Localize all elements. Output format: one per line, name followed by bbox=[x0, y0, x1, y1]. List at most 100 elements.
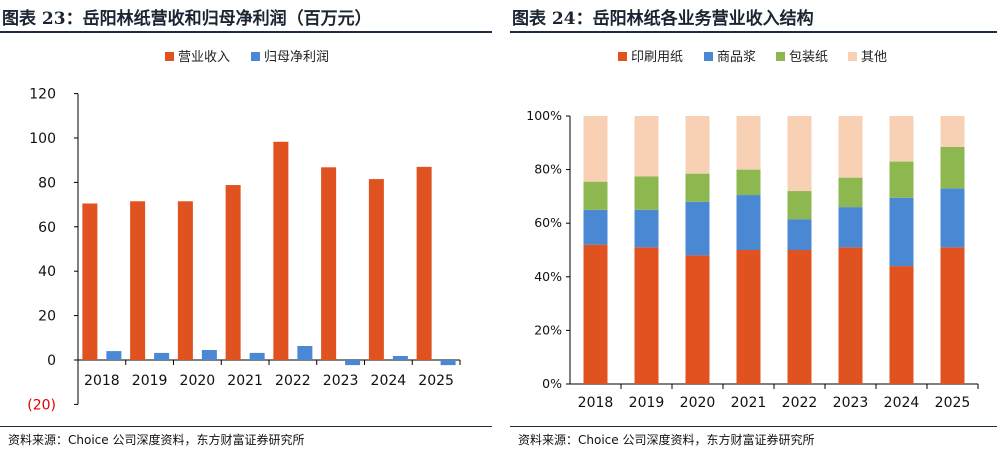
y-tick-label: 120 bbox=[29, 87, 56, 103]
stacked-segment-其他 bbox=[838, 116, 863, 178]
source-rule bbox=[0, 426, 492, 427]
stacked-segment-印刷用纸 bbox=[736, 250, 761, 384]
stacked-segment-印刷用纸 bbox=[583, 244, 608, 384]
legend-label: 商品浆 bbox=[717, 50, 756, 65]
x-tick-label: 2025 bbox=[418, 373, 454, 389]
y-tick-label: 100% bbox=[526, 108, 562, 123]
x-tick-label: 2022 bbox=[782, 395, 818, 411]
legend-label: 印刷用纸 bbox=[631, 50, 683, 65]
x-tick-label: 2019 bbox=[629, 395, 665, 411]
x-tick-label: 2023 bbox=[323, 373, 359, 389]
stacked-segment-包装纸 bbox=[685, 173, 710, 202]
stacked-segment-包装纸 bbox=[787, 191, 812, 220]
stacked-segment-包装纸 bbox=[940, 146, 965, 189]
y-tick-label: 20 bbox=[38, 309, 56, 325]
legend-swatch bbox=[776, 52, 785, 61]
x-tick-label: 2021 bbox=[731, 395, 767, 411]
revenue-bar bbox=[416, 166, 432, 360]
revenue-bar bbox=[82, 203, 98, 360]
stacked-segment-商品浆 bbox=[685, 201, 710, 256]
net-profit-bar bbox=[249, 352, 265, 360]
net-profit-bar bbox=[106, 351, 122, 360]
revenue-profit-chart: 营业收入 归母净利润 (20) 0 20 40 60 80 100 120 2018 2019 2020… bbox=[27, 50, 461, 413]
legend-label: 包装纸 bbox=[789, 50, 828, 65]
figure-title: 图表 24：岳阳林纸各业务营业收入结构 bbox=[512, 9, 814, 29]
x-tick-label: 2021 bbox=[227, 373, 263, 389]
y-tick-label: 100 bbox=[29, 131, 56, 147]
net-profit-bar bbox=[440, 360, 456, 366]
x-tick-label: 2018 bbox=[578, 395, 614, 411]
title-rule bbox=[0, 31, 492, 33]
x-tick-label: 2020 bbox=[680, 395, 716, 411]
stacked-segment-其他 bbox=[634, 116, 659, 177]
stacked-segment-商品浆 bbox=[889, 197, 914, 267]
y-tick-label: 60 bbox=[38, 220, 56, 236]
source-rule bbox=[510, 426, 997, 427]
x-tick-label: 2024 bbox=[371, 373, 407, 389]
y-tick-label: 40% bbox=[534, 269, 562, 284]
stacked-segment-其他 bbox=[736, 116, 761, 170]
stacked-segment-包装纸 bbox=[736, 169, 761, 196]
legend-swatch bbox=[618, 52, 627, 61]
revenue-bar bbox=[368, 179, 384, 360]
stacked-segment-包装纸 bbox=[583, 181, 608, 210]
stacked-segment-印刷用纸 bbox=[685, 255, 710, 384]
y-tick-label: (20) bbox=[27, 397, 56, 413]
y-tick-label: 40 bbox=[38, 264, 56, 280]
stacked-segment-其他 bbox=[583, 116, 608, 182]
stacked-segment-商品浆 bbox=[583, 209, 608, 245]
stacked-segment-印刷用纸 bbox=[838, 247, 863, 384]
stacked-segment-商品浆 bbox=[838, 207, 863, 248]
stacked-segment-包装纸 bbox=[889, 161, 914, 198]
net-profit-bar bbox=[154, 352, 170, 360]
title-rule bbox=[510, 31, 997, 33]
stacked-segment-商品浆 bbox=[634, 209, 659, 248]
legend-swatch bbox=[251, 52, 260, 61]
y-tick-label: 0 bbox=[47, 353, 56, 369]
source-note: 资料来源：Choice 公司深度资料，东方财富证券研究所 bbox=[8, 433, 305, 447]
x-tick-label: 2018 bbox=[84, 373, 120, 389]
net-profit-bar bbox=[297, 346, 313, 360]
stacked-segment-印刷用纸 bbox=[940, 247, 965, 384]
y-tick-label: 80 bbox=[38, 175, 56, 191]
legend-swatch bbox=[165, 52, 174, 61]
chart-panel-revenue-structure: 图表 24：岳阳林纸各业务营业收入结构 印刷用纸 商品浆 包装纸 其他 0% 20% 40%… bbox=[510, 0, 997, 451]
y-tick-label: 20% bbox=[534, 322, 562, 337]
x-tick-label: 2025 bbox=[935, 395, 971, 411]
stacked-segment-其他 bbox=[940, 116, 965, 147]
stacked-segment-商品浆 bbox=[787, 219, 812, 250]
revenue-bar bbox=[321, 167, 337, 360]
x-tick-label: 2022 bbox=[275, 373, 311, 389]
stacked-segment-包装纸 bbox=[838, 177, 863, 208]
stacked-segment-商品浆 bbox=[736, 195, 761, 250]
legend-label: 营业收入 bbox=[178, 50, 230, 65]
y-tick-label: 80% bbox=[534, 162, 562, 177]
legend-label: 归母净利润 bbox=[264, 50, 329, 65]
source-note: 资料来源：Choice 公司深度资料，东方财富证券研究所 bbox=[518, 433, 815, 447]
net-profit-bar bbox=[201, 350, 217, 360]
revenue-bar bbox=[177, 201, 193, 360]
stacked-segment-印刷用纸 bbox=[787, 250, 812, 384]
y-tick-label: 0% bbox=[542, 376, 562, 391]
revenue-bar bbox=[273, 141, 289, 360]
stacked-segment-印刷用纸 bbox=[634, 247, 659, 384]
revenue-bar bbox=[225, 185, 241, 360]
stacked-segment-包装纸 bbox=[634, 176, 659, 210]
net-profit-bar bbox=[345, 360, 361, 366]
figure-title: 图表 23：岳阳林纸营收和归母净利润（百万元） bbox=[2, 9, 372, 29]
x-tick-label: 2020 bbox=[180, 373, 216, 389]
stacked-segment-其他 bbox=[889, 116, 914, 162]
legend-swatch bbox=[848, 52, 857, 61]
stacked-segment-其他 bbox=[787, 116, 812, 192]
chart-panel-revenue-profit: 图表 23：岳阳林纸营收和归母净利润（百万元） 营业收入 归母净利润 (20) 0 20… bbox=[0, 0, 492, 451]
x-tick-label: 2023 bbox=[833, 395, 869, 411]
legend-label: 其他 bbox=[861, 50, 887, 65]
net-profit-bar bbox=[392, 356, 408, 360]
revenue-structure-chart: 印刷用纸 商品浆 包装纸 其他 0% 20% 40% 60% 80% 100% 2018 2019 20… bbox=[526, 50, 979, 411]
y-tick-label: 60% bbox=[534, 215, 562, 230]
x-tick-label: 2019 bbox=[132, 373, 168, 389]
stacked-segment-印刷用纸 bbox=[889, 266, 914, 384]
legend-swatch bbox=[704, 52, 713, 61]
stacked-segment-商品浆 bbox=[940, 188, 965, 248]
x-tick-label: 2024 bbox=[884, 395, 920, 411]
